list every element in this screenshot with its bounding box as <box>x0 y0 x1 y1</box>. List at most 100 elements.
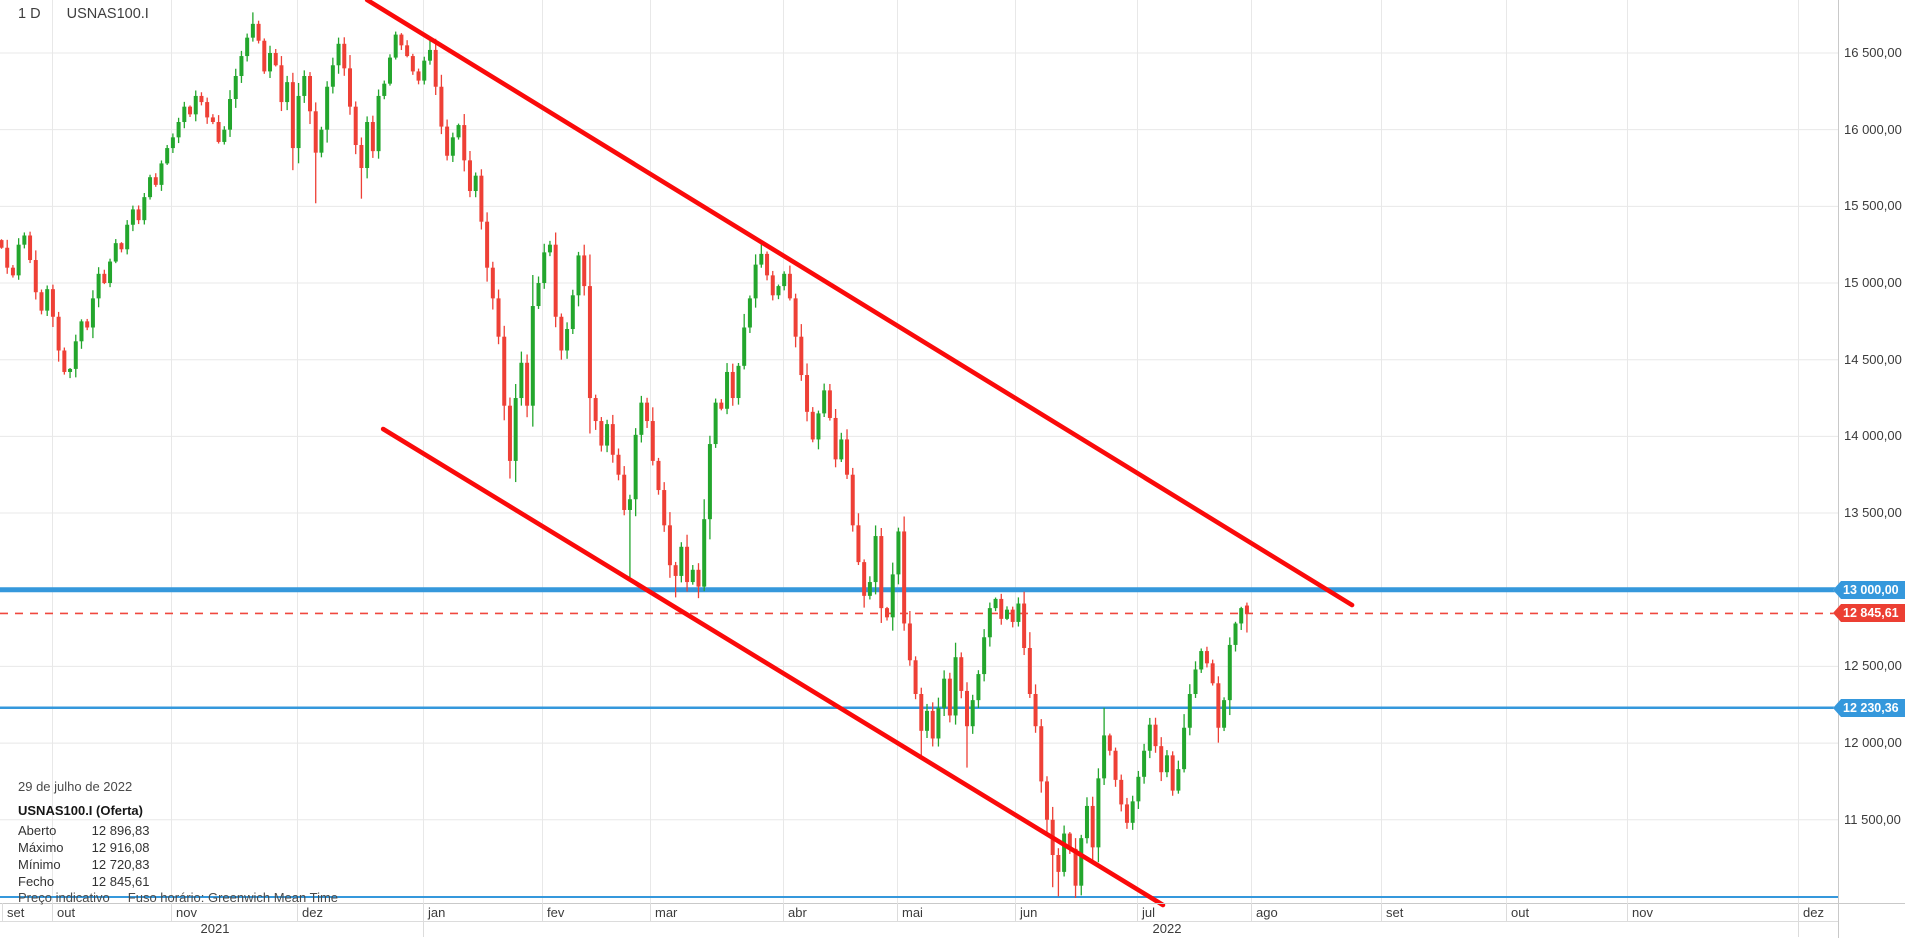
candle-body <box>610 424 615 455</box>
candle-body <box>382 83 387 96</box>
candle-body <box>513 398 518 461</box>
candle-body <box>1187 694 1192 728</box>
candle-body <box>907 623 912 661</box>
open-value: 12 896,83 <box>91 823 150 838</box>
table-row: Fecho 12 845,61 <box>18 875 150 892</box>
candle-body <box>439 86 444 127</box>
price-axis-label: 11 500,00 <box>1844 811 1901 827</box>
candle-body <box>462 125 467 161</box>
candle-body <box>845 439 850 475</box>
symbol-label[interactable]: USNAS100.I <box>66 6 149 22</box>
candle-body <box>325 86 330 130</box>
candle-body <box>1204 651 1209 664</box>
close-value: 12 845,61 <box>91 874 150 889</box>
candle-body <box>108 261 113 284</box>
candle-body <box>890 574 895 618</box>
gridlines <box>0 0 1838 903</box>
candles <box>0 12 1249 898</box>
candle-body <box>547 244 552 253</box>
candle-body <box>1147 724 1152 751</box>
candle-body <box>650 421 655 461</box>
candle-body <box>73 341 78 369</box>
candle-body <box>993 598 998 609</box>
candle-body <box>839 439 844 460</box>
support-price-tag: 12 230,36 <box>1833 698 1905 717</box>
trendline[interactable] <box>380 426 1166 908</box>
timezone-note: Fuso horário: Greenwich Mean Time <box>127 890 339 905</box>
candle-body <box>976 674 981 701</box>
candle-body <box>1096 778 1101 848</box>
candle-body <box>79 321 84 342</box>
candle-body <box>387 57 392 84</box>
table-row: Máximo 12 916,08 <box>18 841 150 858</box>
month-label: set <box>7 905 25 920</box>
candle-body <box>1062 833 1067 872</box>
candle-body <box>165 148 170 164</box>
candle-body <box>582 255 587 287</box>
month-label: abr <box>788 905 807 920</box>
year-label: 2022 <box>1152 921 1182 936</box>
candle-body <box>736 365 741 399</box>
candle-body <box>239 56 244 77</box>
price-axis-label: 15 000,00 <box>1844 275 1902 291</box>
candle-body <box>45 289 50 311</box>
candle-body <box>656 460 661 491</box>
month-label: out <box>1511 905 1530 920</box>
candle-body <box>136 209 141 221</box>
month-label: nov <box>176 905 197 920</box>
candle-body <box>810 411 815 440</box>
candle-body <box>1004 609 1009 619</box>
candle-body <box>1027 647 1032 695</box>
candle-body <box>1239 608 1244 624</box>
timeframe-label[interactable]: 1 D <box>18 6 41 22</box>
candle-body <box>1130 801 1135 823</box>
candle-body <box>776 286 781 296</box>
candle-body <box>1016 603 1021 622</box>
info-date: 29 de julho de 2022 <box>18 779 133 794</box>
candle-body <box>622 474 627 510</box>
candle-body <box>1067 833 1072 849</box>
month-label: nov <box>1632 905 1653 920</box>
month-label: mar <box>655 905 678 920</box>
candle-body <box>873 536 878 583</box>
candle-body <box>445 126 450 156</box>
ohlc-info-box: 29 de julho de 2022 USNAS100.I (Oferta) … <box>18 779 150 892</box>
candle-body <box>713 402 718 445</box>
candle-body <box>587 286 592 399</box>
candle-body <box>530 306 535 406</box>
candle-body <box>822 390 827 414</box>
candle-body <box>816 413 821 440</box>
candle-body <box>1182 727 1187 770</box>
candle-body <box>805 375 810 412</box>
candle-body <box>433 49 438 87</box>
candle-body <box>862 562 867 596</box>
candle-body <box>1142 750 1147 777</box>
candle-body <box>770 275 775 296</box>
candle-body <box>90 298 95 328</box>
candle-body <box>256 23 261 41</box>
candle-body <box>479 175 484 222</box>
candle-body <box>1159 746 1164 773</box>
candle-body <box>1193 669 1198 695</box>
candle-body <box>519 362 524 399</box>
candle-body <box>999 598 1004 619</box>
candle-body <box>633 434 638 500</box>
candle-body <box>982 637 987 675</box>
candle-body <box>262 40 267 72</box>
candle-body <box>1033 694 1038 727</box>
candle-body <box>62 350 67 372</box>
candle-body <box>1079 838 1084 886</box>
candle-body <box>467 160 472 192</box>
candle-body <box>33 260 38 293</box>
candle-body <box>290 82 295 149</box>
candle-body <box>125 224 130 250</box>
candle-body <box>330 65 335 87</box>
candle-body <box>490 267 495 299</box>
candle-body <box>359 145 364 169</box>
candle-body <box>919 694 924 731</box>
candle-body <box>1010 609 1015 622</box>
trendline[interactable] <box>364 0 1355 608</box>
candle-body <box>885 608 890 618</box>
candle-body <box>50 289 55 317</box>
